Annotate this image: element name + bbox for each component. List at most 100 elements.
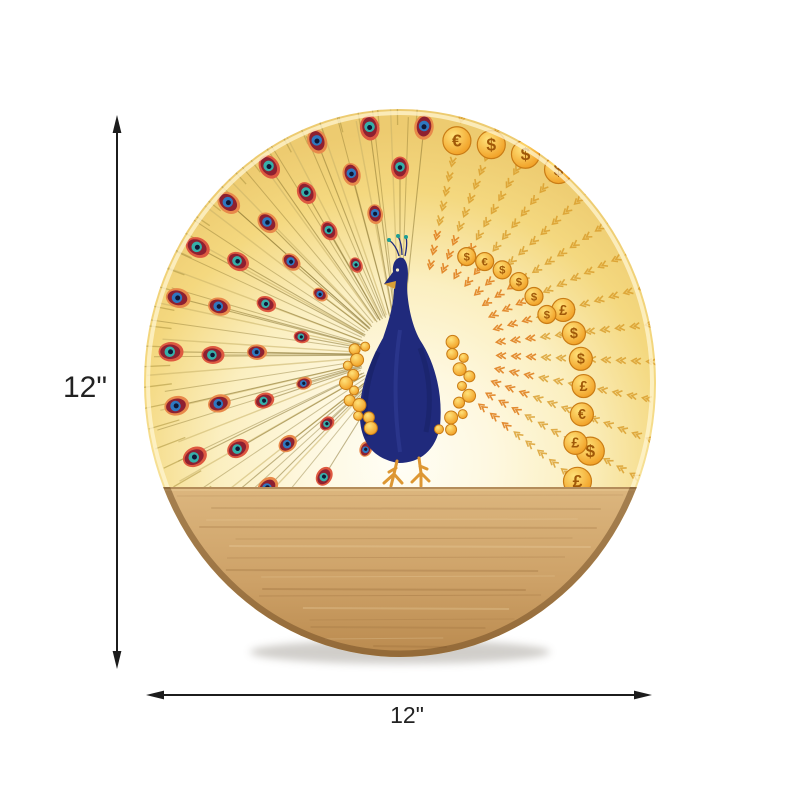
feather-eye-pupil <box>225 200 231 206</box>
feather-eye-pupil <box>326 228 331 233</box>
ray-chevron-mark <box>492 323 504 332</box>
ray-chevron-mark <box>430 244 439 256</box>
ray-chevron-mark <box>442 185 451 198</box>
ray-chevron-mark <box>495 351 507 360</box>
ray-chevron-mark <box>493 365 506 374</box>
feather-eye <box>227 251 249 272</box>
covert-bead <box>352 398 367 413</box>
ray-chevron-mark <box>631 431 643 440</box>
peacock-body-sheen <box>393 329 402 453</box>
gold-coin-disc <box>524 286 544 307</box>
ray-chevron-mark <box>602 457 614 467</box>
ray-chevron-mark <box>501 229 512 241</box>
acrylic-rim-highlight <box>146 111 654 487</box>
ray-chevron-mark <box>427 259 436 271</box>
feather-shaft <box>202 378 366 489</box>
coin-currency-symbol: $ <box>531 291 538 303</box>
feather-eye-pupil <box>289 259 294 264</box>
ray-chevron-mark <box>509 335 521 344</box>
feather-eye <box>164 395 190 416</box>
wood-grain-lines <box>176 494 624 648</box>
feather-eye <box>278 434 297 453</box>
ray-chevron-mark <box>510 352 522 361</box>
ray-chevron-mark <box>638 241 650 250</box>
peacock-legs <box>382 456 431 488</box>
feather-eye <box>282 253 301 271</box>
width-dimension: 12" <box>146 690 652 728</box>
ray-chevron-mark <box>490 203 500 215</box>
feather-eye-pupil <box>325 422 329 426</box>
ray-chevron-mark <box>593 295 605 304</box>
feather-eye-pupil <box>173 403 179 409</box>
feather-shaft <box>187 215 366 333</box>
ray-chevron-mark <box>477 403 489 413</box>
ray-chevron-mark <box>518 245 529 256</box>
coin-currency-symbol: € <box>482 256 489 268</box>
ray-chevron-mark <box>473 286 484 296</box>
ray-chevron-mark <box>513 164 522 176</box>
ray-chevron-mark <box>467 192 476 205</box>
coin-currency-symbol: $ <box>486 135 496 155</box>
ray-chevron-mark <box>508 368 520 377</box>
feather-eye-pupil <box>263 301 268 306</box>
feather-eye <box>296 182 317 204</box>
covert-bead <box>446 348 459 361</box>
ray-chevron-mark <box>614 323 626 332</box>
ray-chevron-mark <box>662 359 671 365</box>
gold-coin: £ <box>571 373 596 399</box>
feather-fringe <box>144 383 172 389</box>
ray-chevron-mark <box>439 200 448 212</box>
coin-currency-symbol: £ <box>573 471 583 491</box>
ray-chevron-mark <box>461 98 469 108</box>
feather-eye-pupil <box>210 352 215 358</box>
feather-shaft <box>191 239 364 336</box>
gold-coin: $ <box>492 260 512 280</box>
feather-shaft <box>177 372 363 462</box>
ray-chevron-mark <box>595 175 606 185</box>
feather-eye-pupil <box>302 381 306 385</box>
covert-bead <box>349 385 360 396</box>
feather-eye-pupil <box>254 350 259 355</box>
gold-coin-disc <box>569 402 595 427</box>
feather-eye <box>258 155 281 179</box>
feather-eye-pupil <box>194 244 200 250</box>
ray-chevron-mark <box>597 260 609 269</box>
ray-chevron-mark <box>520 206 530 217</box>
feather-shaft <box>316 114 387 316</box>
feather-shaft <box>146 357 359 377</box>
feather-eye <box>201 346 225 364</box>
peacock-body-artwork <box>359 234 441 463</box>
ray-chevron-mark <box>626 392 638 401</box>
ray-chevron-mark <box>660 319 670 326</box>
ray-chevron-mark <box>540 353 552 362</box>
feather-shaft <box>148 319 359 350</box>
ray-chevron-mark <box>518 389 530 399</box>
gold-coin-disc <box>561 321 587 346</box>
feather-shaft <box>268 166 378 323</box>
ray-chevron-mark <box>478 164 487 176</box>
ray-chevron-mark <box>610 253 622 263</box>
wood-grain-line <box>302 607 510 610</box>
feather-shaft <box>374 214 394 316</box>
ray-chevron-mark <box>651 279 656 288</box>
ray-chevron-mark <box>513 431 524 441</box>
feather-eye-pupil <box>303 190 309 195</box>
peacock-crest-tips <box>387 234 408 242</box>
wood-grain-line <box>225 569 539 572</box>
feather-eye <box>182 446 207 468</box>
peacock-wing-shading-right <box>417 347 432 433</box>
feather-eye-pupil <box>216 304 222 309</box>
wood-grain-line <box>199 526 597 529</box>
feather-fringe <box>144 364 171 368</box>
feather-fringe <box>148 419 180 430</box>
covert-bead <box>462 388 477 403</box>
feather-eye <box>391 156 409 180</box>
covert-bead <box>350 352 365 367</box>
height-arrow-up-icon <box>112 115 122 133</box>
coin-currency-symbol: $ <box>516 276 523 288</box>
covert-bead <box>342 360 353 371</box>
ray-chevron-mark <box>445 248 455 261</box>
covert-bead <box>453 396 466 409</box>
peacock-feather-eyes <box>158 114 434 514</box>
